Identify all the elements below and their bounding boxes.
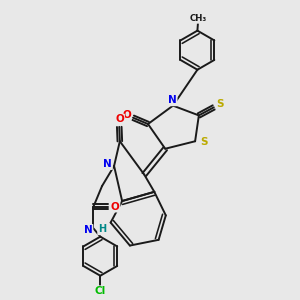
Text: CH₃: CH₃	[189, 14, 207, 23]
Text: Cl: Cl	[95, 286, 106, 296]
Text: S: S	[201, 137, 208, 147]
Text: O: O	[122, 110, 131, 120]
Text: H: H	[98, 224, 106, 235]
Text: O: O	[111, 202, 120, 212]
Text: O: O	[116, 114, 124, 124]
Text: N: N	[103, 159, 112, 169]
Text: S: S	[216, 100, 224, 110]
Text: N: N	[168, 95, 177, 106]
Text: N: N	[84, 225, 93, 235]
